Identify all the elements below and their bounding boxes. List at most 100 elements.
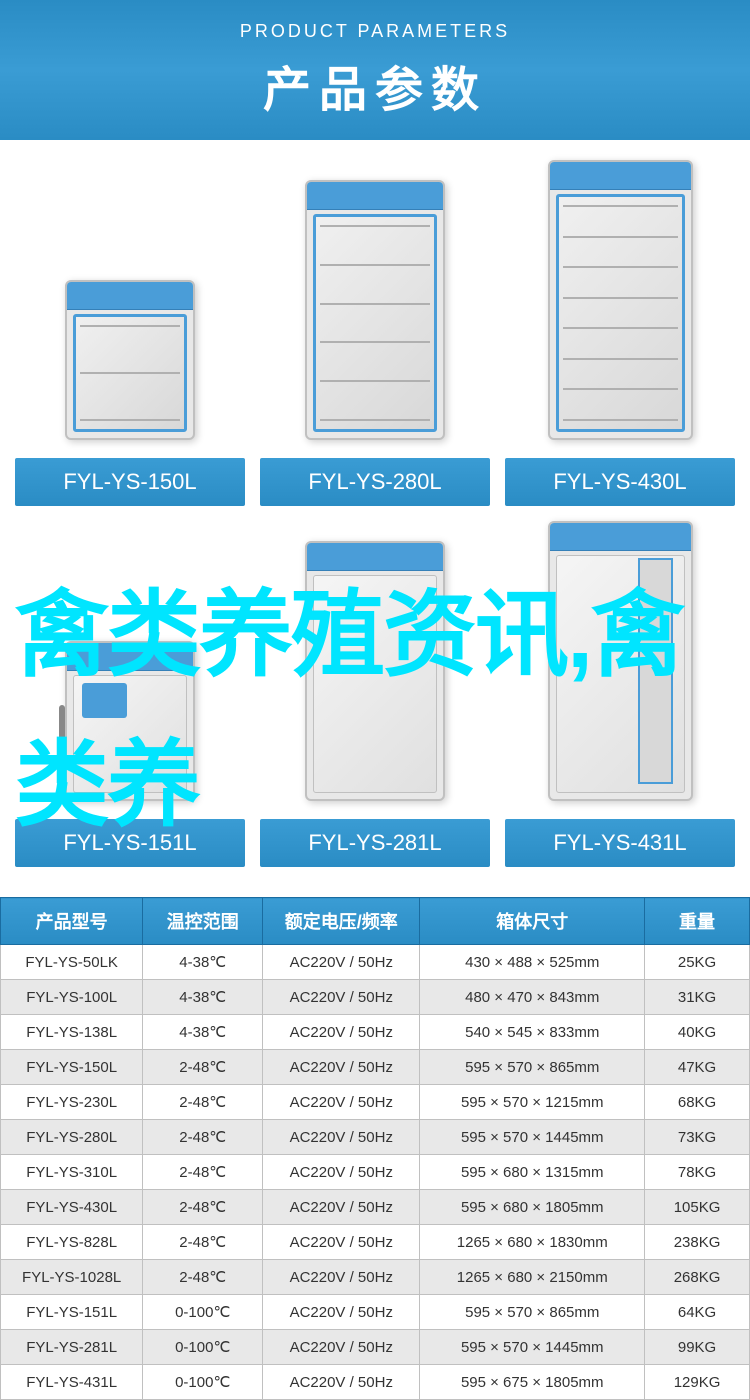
fridge-narrow-window: [638, 558, 673, 784]
table-cell: 73KG: [645, 1120, 750, 1155]
table-cell: 595 × 680 × 1805mm: [420, 1190, 645, 1225]
table-cell: 2-48℃: [143, 1225, 263, 1260]
header-title: 产品参数: [263, 50, 487, 120]
fridge-top-panel: [67, 282, 193, 310]
table-row: FYL-YS-828L2-48℃AC220V / 50Hz1265 × 680 …: [1, 1225, 750, 1260]
fridge-shelf: [320, 341, 430, 343]
table-cell: AC220V / 50Hz: [263, 1155, 420, 1190]
table-cell: AC220V / 50Hz: [263, 1050, 420, 1085]
spec-table: 产品型号 温控范围 额定电压/频率 箱体尺寸 重量 FYL-YS-50LK4-3…: [0, 897, 750, 1400]
fridge-shelf: [563, 205, 678, 207]
table-row: FYL-YS-430L2-48℃AC220V / 50Hz595 × 680 ×…: [1, 1190, 750, 1225]
fridge-shelf: [563, 236, 678, 238]
table-cell: 1265 × 680 × 1830mm: [420, 1225, 645, 1260]
table-cell: 595 × 570 × 1215mm: [420, 1085, 645, 1120]
table-cell: 595 × 680 × 1315mm: [420, 1155, 645, 1190]
table-row: FYL-YS-280L2-48℃AC220V / 50Hz595 × 570 ×…: [1, 1120, 750, 1155]
table-cell: AC220V / 50Hz: [263, 945, 420, 980]
product-image: [505, 160, 735, 450]
table-row: FYL-YS-230L2-48℃AC220V / 50Hz595 × 570 ×…: [1, 1085, 750, 1120]
col-header-dim: 箱体尺寸: [420, 898, 645, 945]
fridge-illustration: [65, 641, 195, 801]
table-cell: FYL-YS-150L: [1, 1050, 143, 1085]
fridge-shelf: [320, 225, 430, 227]
fridge-illustration: [305, 180, 445, 440]
fridge-illustration: [548, 160, 693, 440]
fridge-shelf: [80, 325, 180, 327]
table-cell: 64KG: [645, 1295, 750, 1330]
fridge-shelf: [563, 419, 678, 421]
col-header-temp: 温控范围: [143, 898, 263, 945]
table-row: FYL-YS-281L0-100℃AC220V / 50Hz595 × 570 …: [1, 1330, 750, 1365]
table-cell: 595 × 570 × 1445mm: [420, 1330, 645, 1365]
fridge-shelves: [320, 225, 430, 421]
table-cell: 40KG: [645, 1015, 750, 1050]
fridge-shelves: [80, 325, 180, 421]
table-cell: 2-48℃: [143, 1260, 263, 1295]
fridge-shelf: [80, 419, 180, 421]
table-cell: FYL-YS-310L: [1, 1155, 143, 1190]
product-image: [260, 160, 490, 450]
fridge-top-panel: [307, 182, 443, 210]
table-cell: 4-38℃: [143, 980, 263, 1015]
table-cell: AC220V / 50Hz: [263, 1085, 420, 1120]
table-cell: FYL-YS-431L: [1, 1365, 143, 1400]
header-banner: PRODUCT PARAMETERS 产品参数: [0, 0, 750, 140]
fridge-shelf: [80, 372, 180, 374]
fridge-shelf: [563, 327, 678, 329]
product-card: FYL-YS-280L: [260, 160, 490, 506]
table-cell: AC220V / 50Hz: [263, 1295, 420, 1330]
table-cell: 2-48℃: [143, 1050, 263, 1085]
fridge-glass-door: [313, 214, 437, 432]
col-header-weight: 重量: [645, 898, 750, 945]
table-row: FYL-YS-100L4-38℃AC220V / 50Hz480 × 470 ×…: [1, 980, 750, 1015]
table-row: FYL-YS-50LK4-38℃AC220V / 50Hz430 × 488 ×…: [1, 945, 750, 980]
fridge-illustration: [65, 280, 195, 440]
product-image: [260, 521, 490, 811]
table-cell: 2-48℃: [143, 1155, 263, 1190]
table-cell: 4-38℃: [143, 945, 263, 980]
product-label: FYL-YS-150L: [15, 458, 245, 506]
fridge-handle: [59, 705, 65, 755]
fridge-shelf: [320, 380, 430, 382]
fridge-top-panel: [550, 523, 691, 551]
table-cell: 595 × 675 × 1805mm: [420, 1365, 645, 1400]
table-row: FYL-YS-151L0-100℃AC220V / 50Hz595 × 570 …: [1, 1295, 750, 1330]
products-grid: FYL-YS-150LFYL-YS-280LFYL-YS-430LFYL-YS-…: [0, 140, 750, 887]
table-cell: 31KG: [645, 980, 750, 1015]
product-image: [505, 521, 735, 811]
table-cell: AC220V / 50Hz: [263, 1190, 420, 1225]
table-cell: FYL-YS-828L: [1, 1225, 143, 1260]
product-image: [15, 521, 245, 811]
table-row: FYL-YS-310L2-48℃AC220V / 50Hz595 × 680 ×…: [1, 1155, 750, 1190]
table-cell: 2-48℃: [143, 1085, 263, 1120]
product-card: FYL-YS-281L: [260, 521, 490, 867]
product-label: FYL-YS-281L: [260, 819, 490, 867]
table-row: FYL-YS-431L0-100℃AC220V / 50Hz595 × 675 …: [1, 1365, 750, 1400]
table-cell: 0-100℃: [143, 1365, 263, 1400]
fridge-illustration: [548, 521, 693, 801]
table-cell: 129KG: [645, 1365, 750, 1400]
fridge-shelf: [563, 358, 678, 360]
table-cell: FYL-YS-50LK: [1, 945, 143, 980]
table-cell: 25KG: [645, 945, 750, 980]
fridge-top-panel: [67, 643, 193, 671]
fridge-top-panel: [550, 162, 691, 190]
table-cell: 4-38℃: [143, 1015, 263, 1050]
table-cell: FYL-YS-138L: [1, 1015, 143, 1050]
table-cell: FYL-YS-280L: [1, 1120, 143, 1155]
table-row: FYL-YS-1028L2-48℃AC220V / 50Hz1265 × 680…: [1, 1260, 750, 1295]
fridge-shelf: [320, 303, 430, 305]
fridge-control-panel: [82, 683, 127, 718]
table-cell: 595 × 570 × 865mm: [420, 1295, 645, 1330]
table-cell: 0-100℃: [143, 1295, 263, 1330]
product-card: FYL-YS-150L: [15, 160, 245, 506]
table-cell: FYL-YS-100L: [1, 980, 143, 1015]
table-cell: FYL-YS-151L: [1, 1295, 143, 1330]
table-cell: 78KG: [645, 1155, 750, 1190]
table-cell: 105KG: [645, 1190, 750, 1225]
fridge-shelf: [563, 388, 678, 390]
table-cell: 430 × 488 × 525mm: [420, 945, 645, 980]
product-label: FYL-YS-151L: [15, 819, 245, 867]
product-card: FYL-YS-431L: [505, 521, 735, 867]
